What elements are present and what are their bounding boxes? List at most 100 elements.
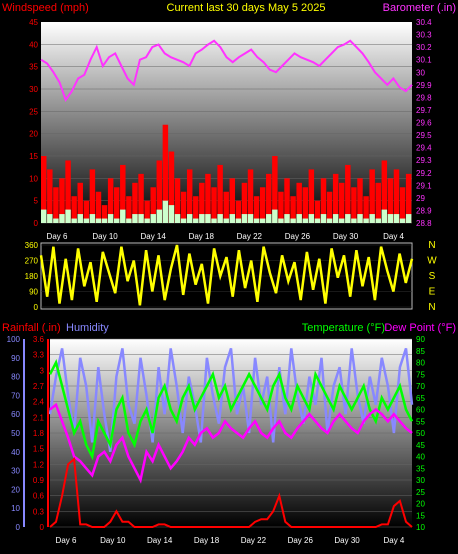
wind-avg-bar bbox=[47, 214, 53, 223]
temperature-line bbox=[48, 358, 414, 461]
barometer-tick-label: 28.9 bbox=[416, 206, 432, 215]
wind-avg-bar bbox=[77, 214, 83, 223]
wind-avg-bar bbox=[320, 214, 327, 223]
wind-avg-bar bbox=[229, 214, 236, 223]
wind-avg-bar bbox=[259, 218, 266, 223]
wind-avg-bar bbox=[193, 218, 199, 223]
x-axis-label-top: Day 14 bbox=[140, 232, 166, 241]
humidity-tick-label: 30 bbox=[11, 467, 20, 476]
wind-max-bar bbox=[162, 124, 169, 223]
rain-tick-label: 0.6 bbox=[33, 492, 45, 501]
wind-tick-label: 5 bbox=[34, 197, 39, 206]
wind-max-bar bbox=[89, 169, 96, 223]
wind-avg-bar bbox=[290, 218, 296, 223]
wind-avg-bar bbox=[180, 218, 187, 223]
wind-max-bar bbox=[357, 178, 363, 223]
wind-avg-bar bbox=[53, 218, 59, 223]
chart-marks bbox=[39, 39, 414, 528]
wind-max-bar bbox=[71, 196, 77, 223]
wind-avg-bar bbox=[138, 214, 144, 223]
wind-tick-label: 35 bbox=[29, 63, 38, 72]
barometer-tick-label: 30 bbox=[416, 68, 425, 77]
compass-label: W bbox=[427, 256, 437, 267]
temp-tick-label: 75 bbox=[416, 370, 425, 379]
humidity-tick-label: 40 bbox=[11, 448, 20, 457]
wind-max-bar bbox=[253, 196, 260, 223]
direction-tick-label: 90 bbox=[29, 288, 38, 297]
wind-avg-bar bbox=[168, 205, 175, 223]
wind-max-bar bbox=[399, 187, 406, 223]
x-axis-label-top: Day 26 bbox=[285, 232, 311, 241]
temp-tick-label: 60 bbox=[416, 406, 425, 415]
wind-avg-bar bbox=[266, 214, 272, 223]
wind-avg-bar bbox=[278, 218, 284, 223]
wind-max-bar bbox=[77, 182, 83, 223]
humidity-tick-label: 50 bbox=[11, 429, 20, 438]
rainfall-line bbox=[49, 457, 413, 528]
wind-avg-bar bbox=[272, 209, 278, 223]
wind-avg-bar bbox=[387, 214, 394, 223]
wind-avg-bar bbox=[284, 214, 290, 223]
barometer-tick-label: 30.1 bbox=[416, 56, 432, 65]
rain-tick-label: 3.6 bbox=[33, 335, 45, 344]
wind-avg-bar bbox=[357, 214, 363, 223]
x-axis-label-top: Day 4 bbox=[383, 232, 404, 241]
wind-avg-bar bbox=[120, 209, 126, 223]
wind-max-bar bbox=[326, 191, 333, 223]
wind-avg-bar bbox=[41, 209, 47, 223]
wind-avg-bar bbox=[253, 218, 260, 223]
wind-max-bar bbox=[223, 191, 229, 223]
wind-max-bar bbox=[247, 169, 254, 223]
humidity-tick-label: 80 bbox=[11, 373, 20, 382]
barometer-tick-label: 30.4 bbox=[416, 18, 432, 27]
wind-max-bar bbox=[235, 200, 242, 223]
rain-tick-label: 1.2 bbox=[33, 460, 45, 469]
x-axis-label-top: Day 30 bbox=[333, 232, 359, 241]
wind-max-bar bbox=[47, 169, 53, 223]
wind-tick-label: 15 bbox=[29, 152, 38, 161]
temp-tick-label: 10 bbox=[416, 523, 425, 532]
wind-avg-bar bbox=[205, 214, 211, 223]
temp-tick-label: 20 bbox=[416, 500, 425, 509]
x-axis-label-top: Day 6 bbox=[47, 232, 68, 241]
wind-max-bar bbox=[113, 187, 120, 223]
wind-max-bar bbox=[387, 178, 394, 223]
x-axis-label-top: Day 10 bbox=[92, 232, 118, 241]
compass-label: N bbox=[428, 240, 435, 251]
wind-avg-bar bbox=[326, 218, 333, 223]
wind-max-bar bbox=[278, 191, 284, 223]
wind-axis-title: Windspeed (mph) bbox=[2, 2, 89, 14]
wind-max-bar bbox=[65, 160, 71, 223]
wind-avg-bar bbox=[363, 218, 369, 223]
wind-max-bar bbox=[211, 187, 217, 223]
wind-tick-label: 25 bbox=[29, 107, 38, 116]
wind-max-bar bbox=[199, 182, 205, 223]
wind-max-bar bbox=[53, 187, 59, 223]
wind-max-bar bbox=[180, 191, 187, 223]
wind-max-bar bbox=[296, 182, 302, 223]
humidity-line bbox=[48, 348, 414, 452]
wind-max-bar bbox=[405, 173, 412, 223]
wind-max-bar bbox=[320, 178, 327, 223]
barometer-tick-label: 29.8 bbox=[416, 93, 432, 102]
wind-avg-bar bbox=[95, 218, 102, 223]
rain-tick-label: 3 bbox=[40, 366, 45, 375]
wind-max-bar bbox=[369, 169, 375, 223]
compass-label: N bbox=[428, 302, 435, 313]
rain-tick-label: 1.8 bbox=[33, 429, 45, 438]
compass-label: E bbox=[429, 287, 436, 298]
wind-avg-bar bbox=[393, 214, 400, 223]
wind-avg-bar bbox=[241, 214, 248, 223]
x-axis-label-top: Day 18 bbox=[189, 232, 215, 241]
wind-avg-bar bbox=[144, 218, 150, 223]
wind-max-bar bbox=[193, 196, 199, 223]
wind-max-bar bbox=[95, 191, 102, 223]
direction-tick-label: 0 bbox=[34, 303, 39, 312]
wind-tick-label: 20 bbox=[29, 130, 38, 139]
wind-max-bar bbox=[266, 173, 272, 223]
temp-tick-label: 30 bbox=[416, 476, 425, 485]
barometer-tick-label: 29 bbox=[416, 194, 425, 203]
wind-max-bar bbox=[290, 196, 296, 223]
temperature-axis-title: Temperature (°F) bbox=[302, 322, 385, 334]
